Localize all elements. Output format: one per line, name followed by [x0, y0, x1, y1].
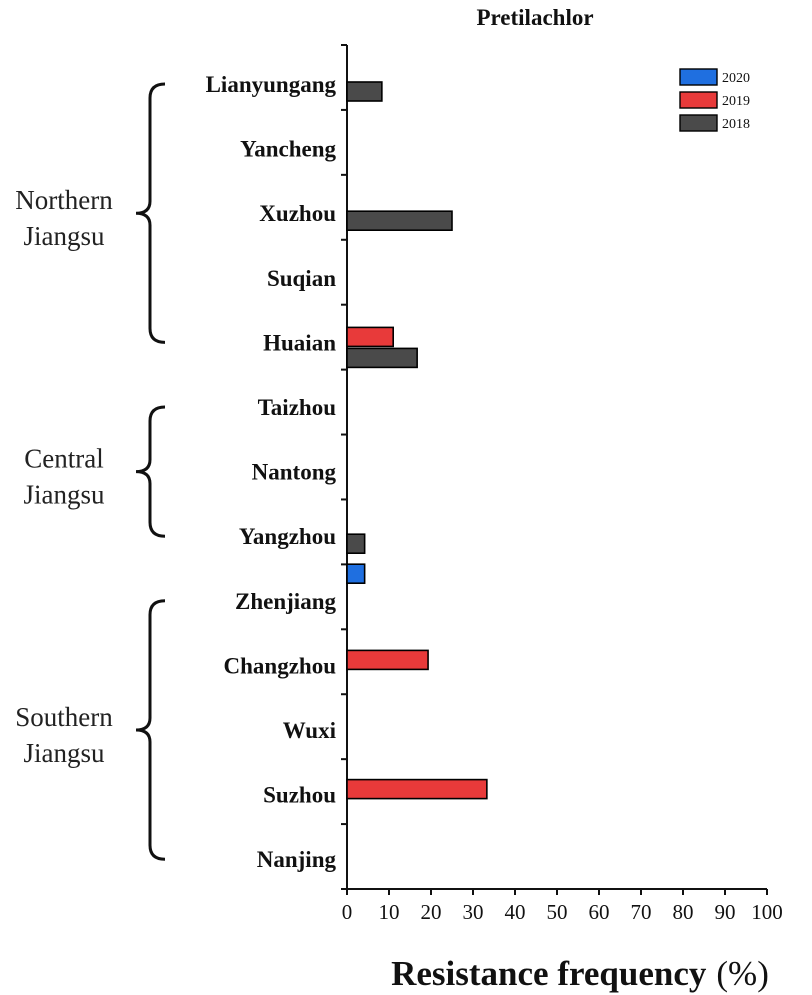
x-axis-title: Resistance frequency (%) [391, 954, 769, 993]
region-label-line2: Jiangsu [24, 480, 106, 510]
legend-label: 2019 [722, 94, 750, 109]
category-label: Suqian [267, 266, 336, 291]
x-tick-label: 0 [342, 900, 353, 924]
x-tick-label: 50 [547, 900, 568, 924]
x-tick-label: 60 [589, 900, 610, 924]
x-tick-label: 90 [715, 900, 736, 924]
region-label-line1: Southern [15, 702, 113, 732]
region-brace [135, 599, 166, 861]
bar-2018-huaian [346, 347, 418, 369]
region-label-line2: Jiangsu [24, 738, 106, 768]
bar-2018-xuzhou [346, 210, 453, 231]
bars [346, 81, 488, 800]
chart-title: Pretilachlor [476, 5, 593, 30]
x-tick-label: 30 [463, 900, 484, 924]
region-label-line1: Central [24, 444, 103, 474]
x-axis-unit: (%) [716, 954, 768, 993]
category-label: Changzhou [224, 653, 337, 678]
x-tick-label: 40 [505, 900, 526, 924]
category-label: Xuzhou [259, 201, 336, 226]
legend-label: 2018 [722, 117, 750, 132]
x-tick-label: 80 [673, 900, 694, 924]
legend-swatch-2018 [679, 114, 718, 132]
legend-swatch-2019 [679, 91, 718, 109]
bar-2019-huaian [346, 326, 395, 348]
legend-label: 2020 [722, 71, 750, 86]
bar-2019-suzhou [346, 778, 488, 800]
category-label: Yancheng [240, 137, 336, 162]
x-axis-label: Resistance frequency [391, 954, 707, 993]
region-braces: Northern Jiangsu Central Jiangsu Southern Jia… [15, 82, 166, 861]
bar-2019-changzhou [346, 649, 429, 671]
bar-2018-lianyungang [346, 81, 383, 102]
category-label: Lianyungang [206, 72, 337, 97]
bar-2020-yangzhou [346, 563, 366, 585]
category-label: Huaian [263, 330, 336, 355]
bar-2018-yangzhou [346, 533, 366, 555]
legend: 2020 2019 2018 [679, 68, 750, 132]
region-label-line2: Jiangsu [24, 221, 106, 251]
category-label: Wuxi [283, 718, 337, 743]
category-label: Nanjing [257, 847, 337, 872]
region-brace [135, 405, 166, 538]
x-tick-label: 70 [631, 900, 652, 924]
x-tick-label: 100 [751, 900, 783, 924]
category-label: Yangzhou [239, 524, 336, 549]
region-brace [135, 82, 166, 344]
category-label: Suzhou [263, 783, 336, 808]
legend-swatch-2020 [679, 68, 718, 86]
axes: 0 10 20 30 40 50 60 70 80 90 100 Lianyungang Yanchen… [206, 44, 783, 924]
category-label: Taizhou [258, 395, 337, 420]
x-tick-label: 10 [379, 900, 400, 924]
region-label-line1: Northern [15, 185, 113, 215]
x-tick-label: 20 [421, 900, 442, 924]
category-label: Zhenjiang [235, 589, 336, 614]
category-label: Nantong [252, 460, 337, 485]
